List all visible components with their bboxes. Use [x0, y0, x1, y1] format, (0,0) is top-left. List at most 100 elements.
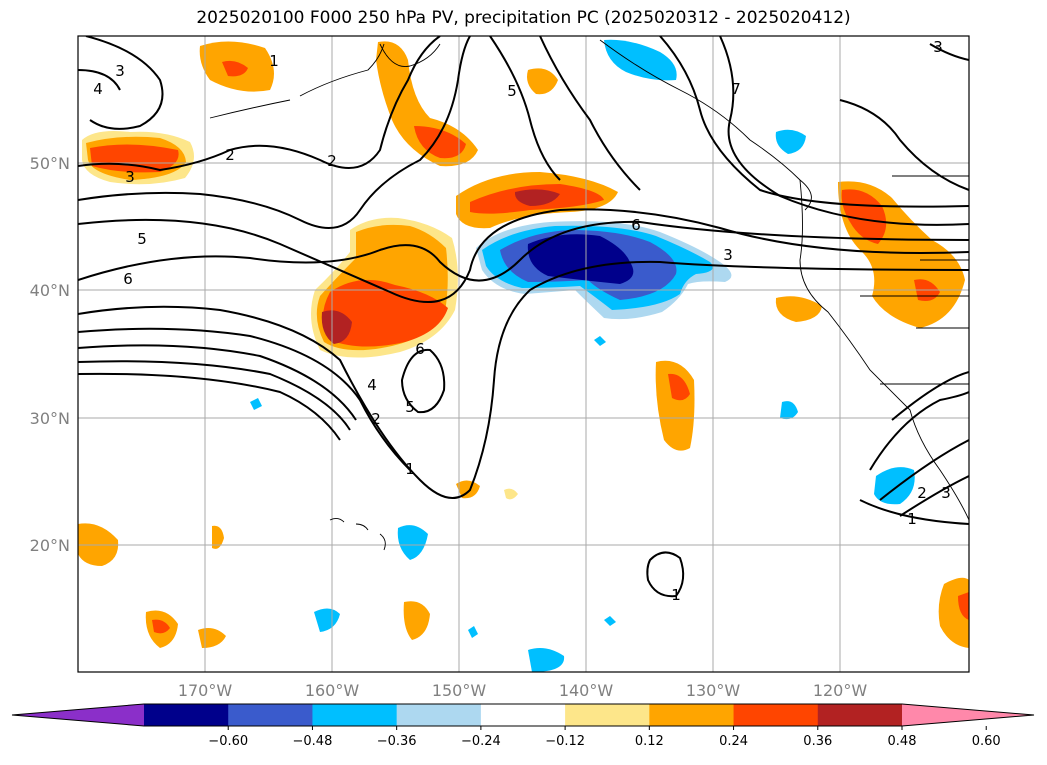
contour-label: 3 — [115, 62, 125, 80]
colorbar-tick-label: −0.36 — [377, 734, 417, 749]
precip-area — [527, 234, 634, 284]
precip-area — [528, 648, 565, 672]
map-plot-area: 1 3 4 2 2 3 5 6 5 7 3 6 3 6 4 5 2 1 1 2 … — [78, 36, 969, 672]
pv-contour — [78, 208, 969, 304]
lat-tick-label: 50°N — [30, 154, 70, 173]
precip-area — [874, 467, 915, 505]
pv-contour — [539, 36, 641, 191]
pv-contour — [839, 99, 969, 191]
colorbar-tick-label: −0.12 — [545, 734, 585, 749]
colorbar: −0.60 −0.48 −0.36 −0.24 −0.12 0.12 0.24 0.36 0.4… — [11, 703, 1035, 749]
precip-area — [414, 126, 466, 159]
precip-area — [668, 373, 690, 401]
lon-tick-label: 150°W — [432, 681, 487, 700]
precip-negative-areas — [250, 39, 915, 672]
contour-label: 6 — [631, 216, 641, 234]
pv-contour — [78, 36, 471, 229]
pv-contour — [85, 36, 164, 130]
colorbar-tick-label: 0.48 — [888, 734, 917, 749]
colorbar-extension-low — [12, 704, 144, 726]
lon-tick-label: 130°W — [686, 681, 741, 700]
contour-label: 1 — [405, 460, 415, 478]
colorbar-tick-label: 0.36 — [803, 734, 832, 749]
contour-label: 6 — [415, 340, 425, 358]
colorbar-segment — [144, 704, 229, 726]
contour-label: 2 — [917, 484, 927, 502]
colorbar-segment — [480, 704, 566, 726]
precip-area — [397, 525, 428, 560]
lat-tick-label: 20°N — [30, 536, 70, 555]
contour-label: 3 — [723, 246, 733, 264]
contour-label: 3 — [125, 168, 135, 186]
coastlines — [209, 39, 969, 551]
lon-tick-label: 120°W — [813, 681, 868, 700]
pv-contour-labels: 1 3 4 2 2 3 5 6 5 7 3 6 3 6 4 5 2 1 1 2 … — [93, 38, 951, 604]
precip-area — [958, 592, 969, 620]
precip-area — [314, 608, 340, 632]
pv-contour — [78, 220, 969, 282]
pv-contour — [489, 36, 561, 181]
pv-contour — [929, 43, 969, 61]
colorbar-tick-label: −0.48 — [293, 734, 333, 749]
pv-contour — [891, 371, 969, 421]
contour-label: 4 — [367, 376, 377, 394]
gridlines — [78, 36, 969, 672]
pv-contour — [879, 439, 969, 501]
precip-area — [222, 60, 248, 77]
pv-contour — [78, 327, 411, 471]
pv-contour — [400, 348, 446, 414]
pv-contour — [78, 69, 121, 91]
contour-label: 1 — [671, 586, 681, 604]
colorbar-segment — [817, 704, 903, 726]
colorbar-tick-label: −0.24 — [461, 734, 501, 749]
precip-area — [468, 626, 478, 638]
contour-label: 2 — [371, 410, 381, 428]
lon-tick-label: 140°W — [559, 681, 614, 700]
pv-contour — [859, 499, 969, 525]
pv-contour — [78, 344, 357, 421]
figure-title: 2025020100 F000 250 hPa PV, precipitatio… — [196, 8, 851, 28]
colorbar-segment — [312, 704, 398, 726]
lon-tick-label: 160°W — [305, 681, 360, 700]
pv-contour — [78, 360, 351, 431]
contour-label: 5 — [137, 230, 147, 248]
precip-area — [321, 310, 352, 344]
contour-label: 3 — [933, 38, 943, 56]
contour-label: 1 — [907, 510, 917, 528]
colorbar-extension-high — [902, 704, 1034, 726]
colorbar-segment — [228, 704, 313, 726]
pv-contour — [869, 391, 969, 471]
pv-contour — [659, 36, 969, 208]
precip-area — [504, 488, 518, 500]
contour-label: 6 — [123, 270, 133, 288]
pv-contour — [646, 551, 685, 598]
lon-tick-labels: 170°W 160°W 150°W 140°W 130°W 120°W — [178, 681, 868, 700]
lat-tick-label: 40°N — [30, 281, 70, 300]
precip-positive-areas — [78, 41, 969, 648]
colorbar-segment — [733, 704, 819, 726]
colorbar-tick-label: 0.24 — [719, 734, 748, 749]
pv-contour — [78, 372, 341, 441]
precip-area — [775, 296, 822, 322]
precip-area — [323, 279, 448, 347]
precip-area — [780, 401, 798, 420]
contour-label: 5 — [405, 398, 415, 416]
colorbar-outline — [11, 703, 1035, 727]
contour-label: 5 — [507, 82, 517, 100]
lat-tick-label: 30°N — [30, 409, 70, 428]
precip-area — [604, 39, 677, 81]
precip-area — [250, 398, 262, 410]
precip-area — [456, 480, 480, 499]
precip-area — [841, 189, 887, 244]
contour-label: 2 — [225, 146, 235, 164]
precip-area — [775, 129, 806, 154]
contour-label: 1 — [269, 52, 279, 70]
contour-label: 3 — [941, 484, 951, 502]
colorbar-tick-label: 0.12 — [635, 734, 664, 749]
contour-label: 4 — [93, 80, 103, 98]
precip-area — [514, 189, 560, 206]
colorbar-tick-label: 0.60 — [972, 734, 1001, 749]
map-frame — [77, 35, 970, 673]
colorbar-segment — [565, 704, 650, 726]
